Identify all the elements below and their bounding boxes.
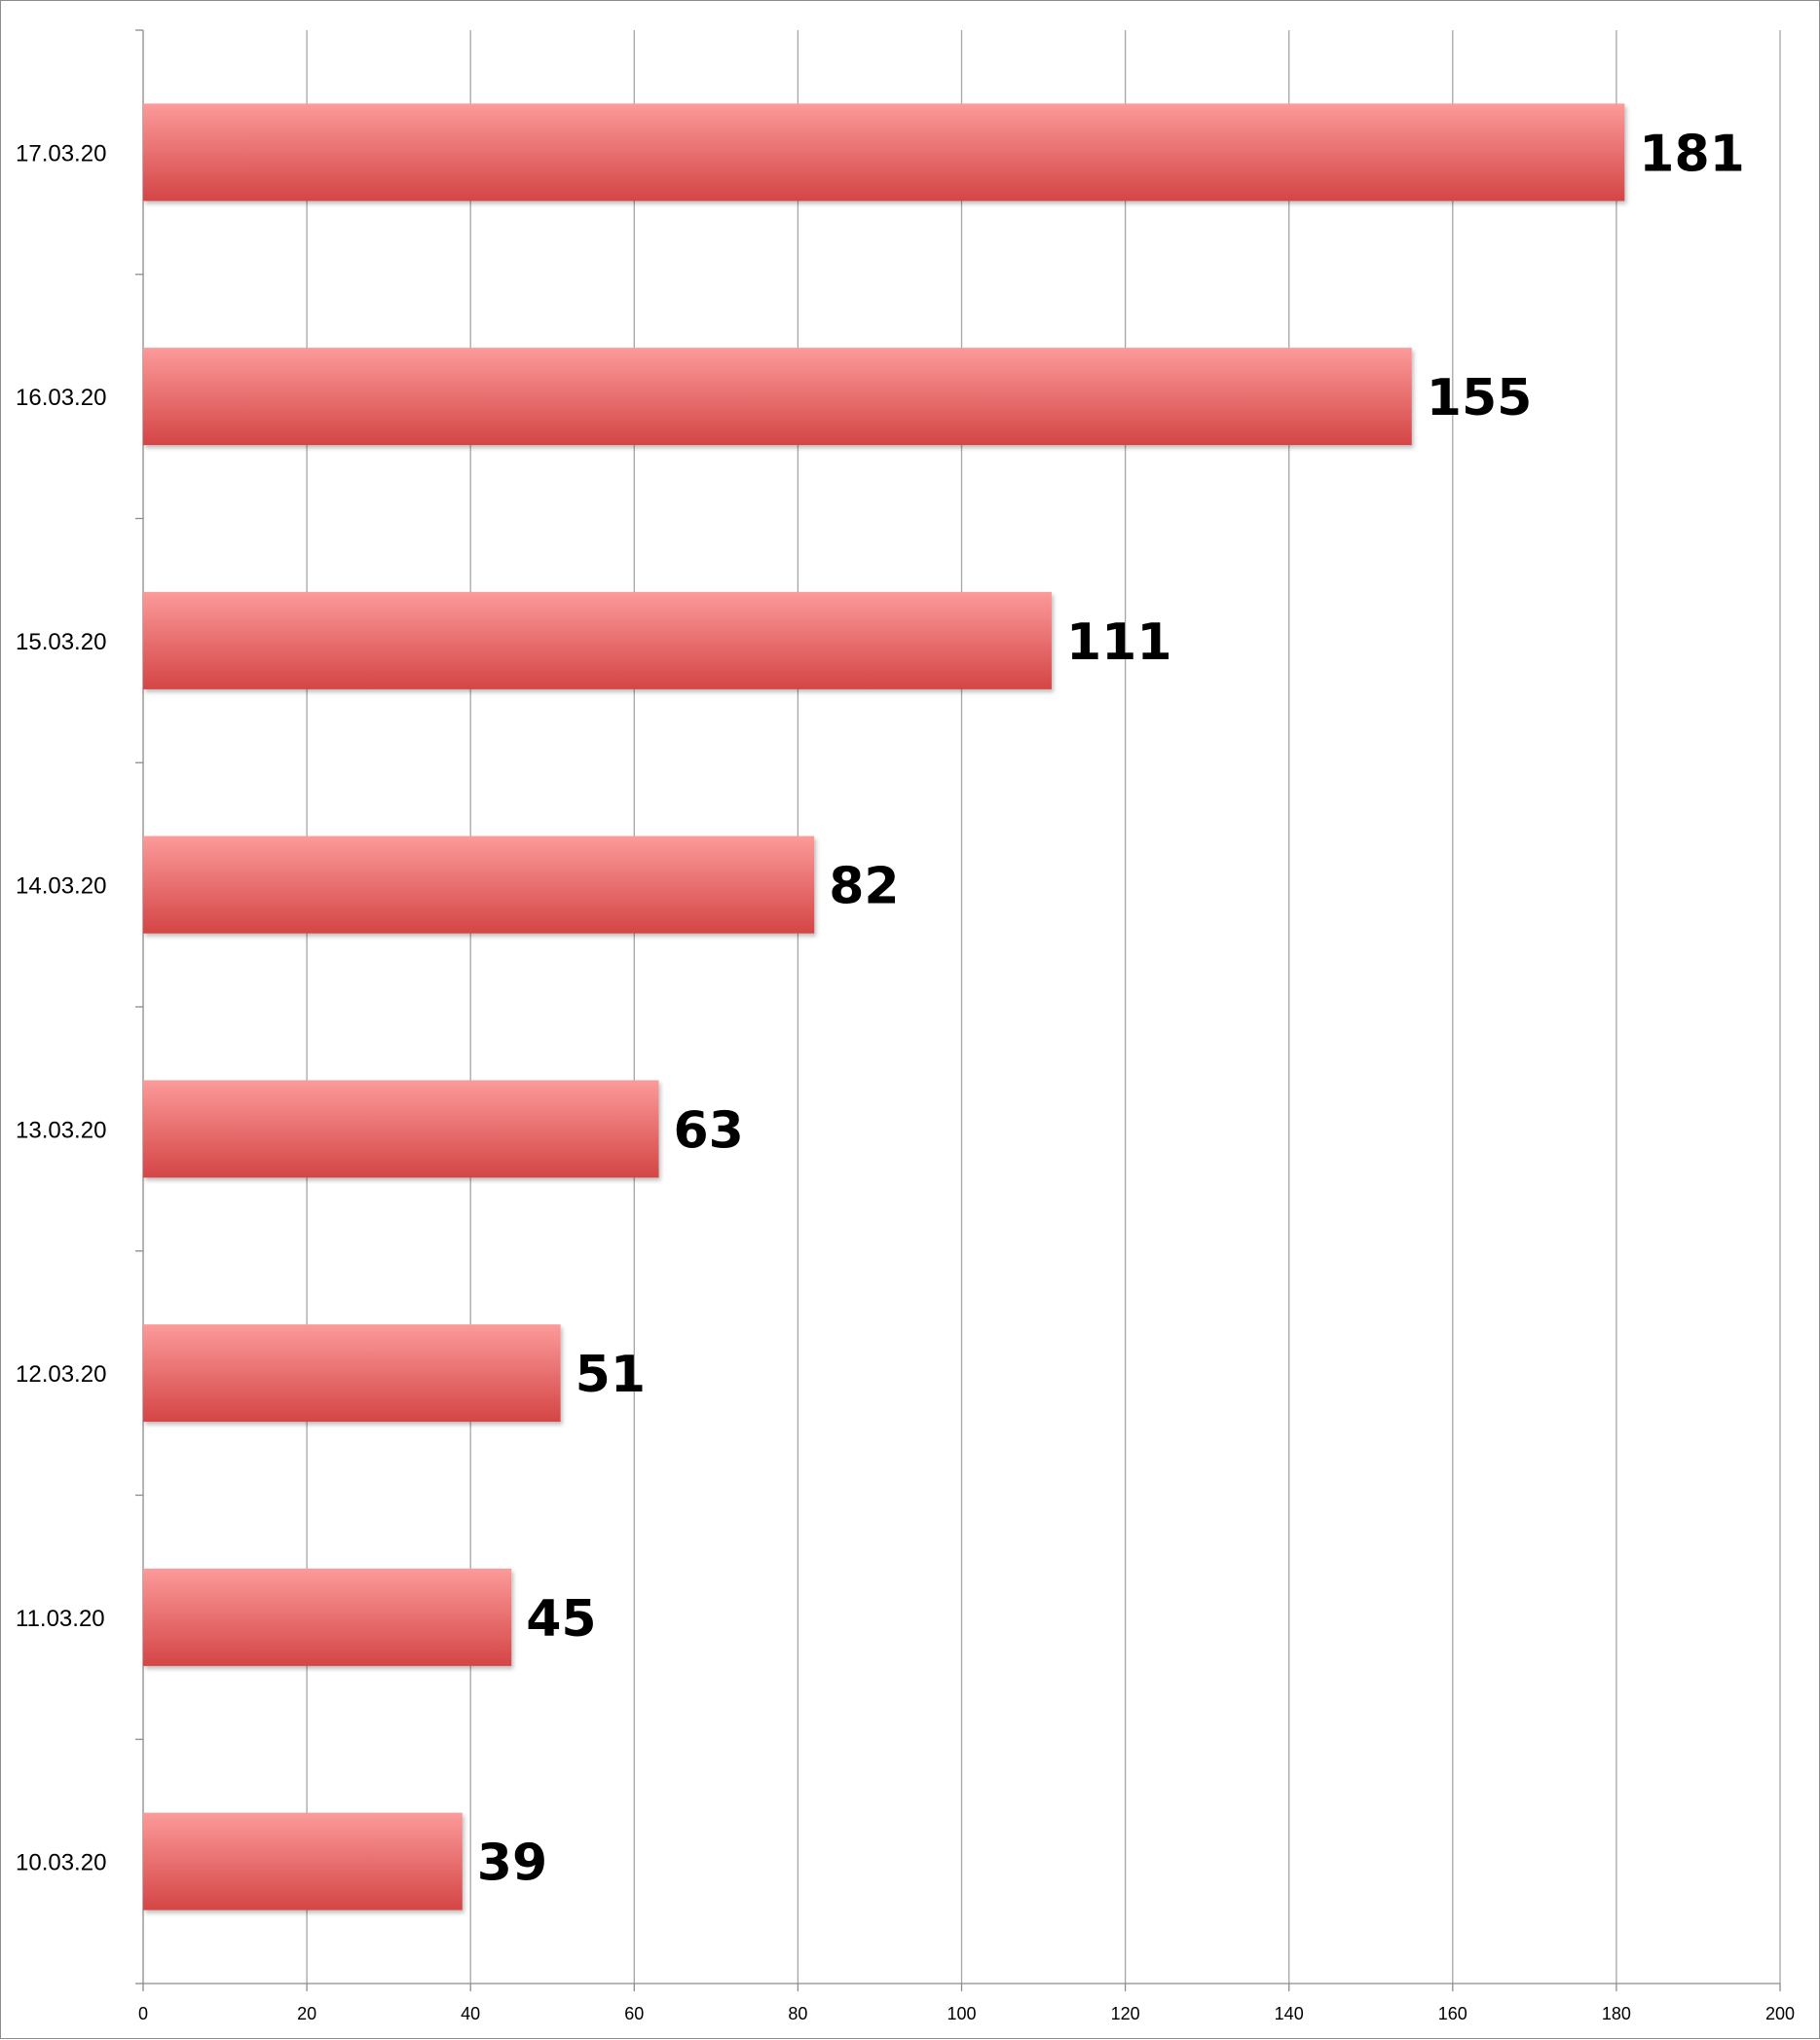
y-category-label: 14.03.20 [16,873,106,900]
y-category-label: 16.03.20 [16,385,106,411]
y-category-label: 13.03.20 [16,1117,106,1143]
bar-11.03.20 [143,1568,512,1666]
y-category-label: 10.03.20 [16,1850,106,1876]
x-tick-label: 200 [1765,2004,1795,2023]
x-tick-label: 0 [138,2004,148,2023]
bar-14.03.20 [143,835,815,934]
x-tick-label: 40 [461,2004,480,2023]
bars [143,103,1625,1910]
axes: 0 20 40 60 80 100 120 140 160 180 200 10.03.20 11.03… [16,29,1795,2023]
y-category-label: 11.03.20 [16,1606,105,1632]
bar-value-label: 82 [829,858,899,916]
x-tick-label: 120 [1111,2004,1140,2023]
y-category-label: 17.03.20 [16,140,106,167]
x-tick-label: 80 [788,2004,807,2023]
bar-13.03.20 [143,1080,659,1178]
bar-value-label: 39 [477,1835,547,1893]
x-tick-label: 20 [297,2004,316,2023]
grid-lines [306,30,1781,1984]
y-category-label: 15.03.20 [16,629,106,655]
bar-value-label: 51 [576,1346,646,1404]
bar-value-label: 155 [1427,369,1533,427]
data-labels: 39 45 51 63 82 111 155 181 [477,125,1745,1892]
bar-15.03.20 [143,591,1052,689]
x-tick-label: 180 [1602,2004,1631,2023]
x-tick-label: 60 [624,2004,644,2023]
bar-10.03.20 [143,1812,463,1910]
bar-value-label: 111 [1066,613,1172,672]
bar-16.03.20 [143,348,1412,446]
y-category-label: 12.03.20 [16,1361,106,1388]
bar-value-label: 45 [526,1590,596,1649]
bar-value-label: 63 [674,1101,744,1160]
x-tick-label: 100 [947,2004,976,2023]
bar-value-label: 181 [1639,125,1745,183]
x-tick-label: 160 [1438,2004,1467,2023]
x-tick-label: 140 [1275,2004,1304,2023]
bar-17.03.20 [143,103,1625,202]
bar-12.03.20 [143,1324,561,1423]
